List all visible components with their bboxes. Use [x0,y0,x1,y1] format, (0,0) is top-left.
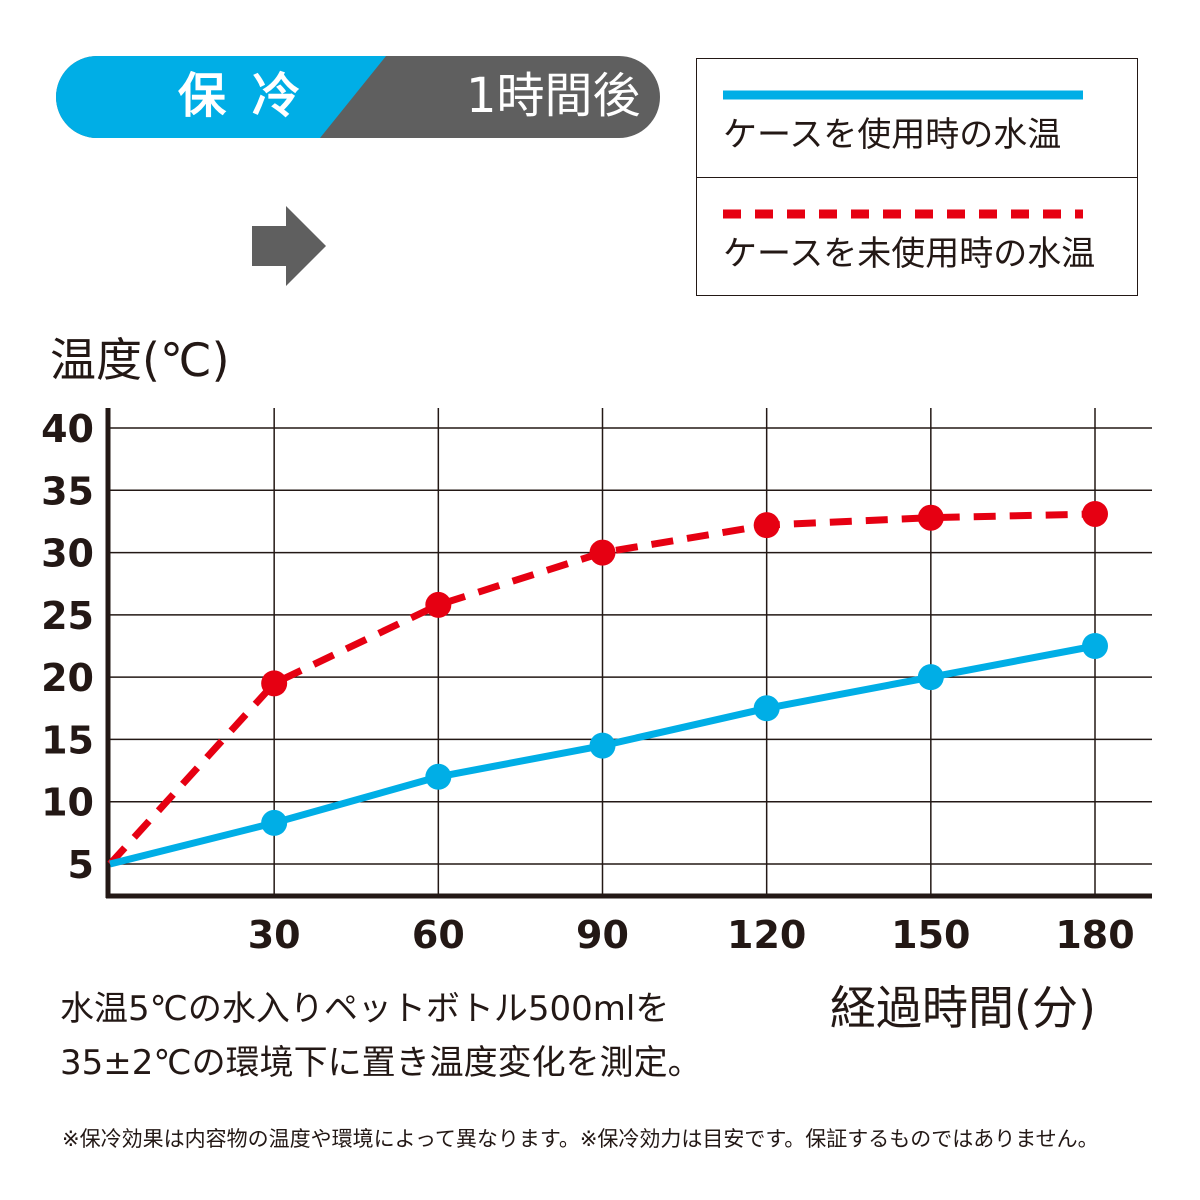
data-point-with-case [753,695,780,722]
x-axis-label: 経過時間(分) [830,981,1096,1035]
x-tick-label: 120 [727,913,806,957]
y-tick-label: 40 [41,407,94,451]
y-tick-label: 10 [41,781,94,825]
y-tick-label: 5 [68,843,94,887]
y-tick-label: 25 [41,594,94,638]
y-tick-label: 35 [41,469,94,513]
header-badge: 保冷 1時間後 [56,56,660,138]
x-tick-label: 150 [891,913,970,957]
data-point-with-case [1082,633,1108,659]
data-point-without-case [753,512,780,539]
data-point-without-case [261,670,288,697]
measurement-note-line-1: 水温5℃の水入りペットボトル500mlを [60,989,670,1029]
header-badge-blue-segment [56,56,386,138]
data-point-without-case [589,539,616,566]
data-point-with-case [917,664,944,691]
data-point-with-case [261,809,288,836]
header-badge-label: 保冷 [178,68,327,124]
x-tick-label: 60 [412,913,465,957]
y-tick-label: 20 [41,656,94,700]
x-tick-label: 90 [576,913,629,957]
y-axis-label: 温度(℃) [50,333,230,387]
x-tick-label: 180 [1055,913,1134,957]
data-point-with-case [589,732,616,759]
header-badge-time: 1時間後 [466,68,641,124]
data-point-without-case [425,591,452,618]
measurement-note-line-2: 35±2℃の環境下に置き温度変化を測定。 [60,1043,702,1083]
arrow-right-icon [252,206,326,286]
legend-item-without-case: ケースを未使用時の水温 [697,178,1137,296]
line-chart: 40 35 30 25 20 15 10 5 30 60 90 120 150 180 [41,407,1152,957]
legend-label: ケースを未使用時の水温 [723,234,1096,274]
disclaimer: ※保冷効果は内容物の温度や環境によって異なります。※保冷効力は目安です。保証する… [62,1127,1099,1151]
x-tick-label: 30 [248,913,301,957]
data-point-without-case [917,504,944,531]
legend-dashed-line-swatch [723,209,1083,219]
data-point-with-case [425,763,452,790]
legend-item-with-case: ケースを使用時の水温 [697,59,1137,178]
chart-legend: ケースを使用時の水温 ケースを未使用時の水温 [696,58,1138,296]
legend-solid-line-swatch [723,90,1083,100]
y-tick-label: 15 [41,718,94,762]
data-point-without-case [1082,500,1108,527]
y-tick-label: 30 [41,532,94,576]
legend-label: ケースを使用時の水温 [723,115,1062,155]
